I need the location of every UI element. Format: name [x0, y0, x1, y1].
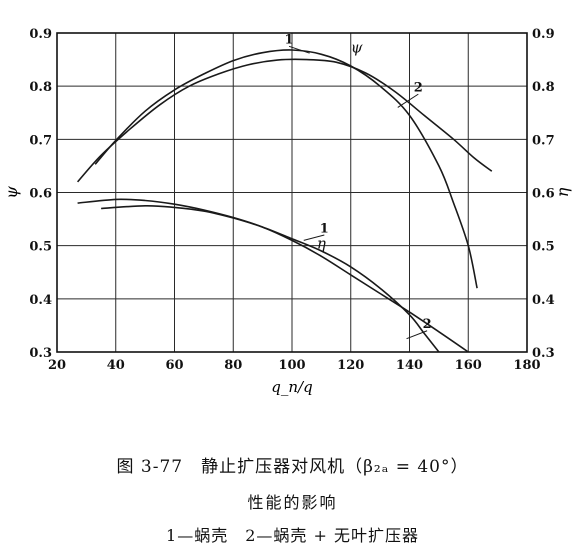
series-line-eta-1 [101, 204, 440, 353]
curve-symbol-label: ψ [351, 39, 363, 57]
grid [57, 33, 527, 352]
series-line-psi-2 [76, 58, 493, 183]
y-tick-label-left: 0.3 [29, 346, 52, 361]
x-tick-label: 160 [455, 358, 482, 373]
curve-number-label: 1 [320, 221, 329, 236]
y-tick-label-left: 0.7 [29, 133, 52, 148]
curve-number-label: 1 [285, 33, 294, 48]
y-tick-label-left: 0.5 [29, 240, 52, 255]
figure-caption-line-1: 图 3-77 静止扩压器对风机（β₂ₐ = 40°） [116, 457, 469, 477]
x-tick-label: 20 [48, 358, 66, 373]
series-line-eta-2 [77, 198, 469, 353]
label-leader-line [397, 93, 419, 108]
label-leader-line [303, 234, 325, 241]
label-leader-line [288, 45, 310, 54]
y-tick-label-left: 0.6 [29, 187, 52, 202]
x-tick-label: 180 [513, 358, 540, 373]
x-tick-label: 100 [278, 358, 305, 373]
x-axis-label: q_n/q [271, 378, 312, 396]
curve-symbol-label: η [317, 234, 326, 252]
y-tick-label-right: 0.3 [532, 346, 555, 361]
label-leader-line [406, 330, 428, 340]
x-tick-label: 60 [165, 358, 183, 373]
y-axis-label-right: η [553, 187, 572, 197]
y-tick-label-right: 0.7 [532, 133, 555, 148]
x-tick-label: 140 [396, 358, 423, 373]
x-tick-label: 40 [107, 358, 125, 373]
curve-number-label: 2 [423, 317, 432, 332]
y-tick-label-right: 0.5 [532, 240, 555, 255]
series-group [76, 49, 493, 353]
y-tick-label-left: 0.4 [29, 293, 52, 308]
figure-caption-line-2: 性能的影响 [247, 493, 338, 512]
curve-number-label: 2 [414, 80, 423, 95]
x-tick-label: 120 [337, 358, 364, 373]
y-tick-label-left: 0.9 [29, 27, 52, 42]
plot-frame [56, 32, 528, 353]
figure-legend-caption: 1—蜗壳 2—蜗壳 + 无叶扩压器 [166, 526, 419, 545]
chart: 20 40 60 80 100 120 140 160 1800.30.40.50.60.70.… [2, 27, 572, 396]
tick-labels: 20 40 60 80 100 120 140 160 1800.30.40.50.60.70.… [29, 27, 554, 373]
y-axis-label-left: ψ [2, 186, 21, 199]
y-tick-label-right: 0.8 [532, 80, 555, 95]
y-tick-label-left: 0.8 [29, 80, 52, 95]
y-tick-label-right: 0.9 [532, 27, 555, 42]
y-tick-label-right: 0.4 [532, 293, 555, 308]
series-line-psi-1 [94, 49, 478, 289]
y-tick-label-right: 0.6 [532, 187, 555, 202]
x-tick-label: 80 [224, 358, 242, 373]
